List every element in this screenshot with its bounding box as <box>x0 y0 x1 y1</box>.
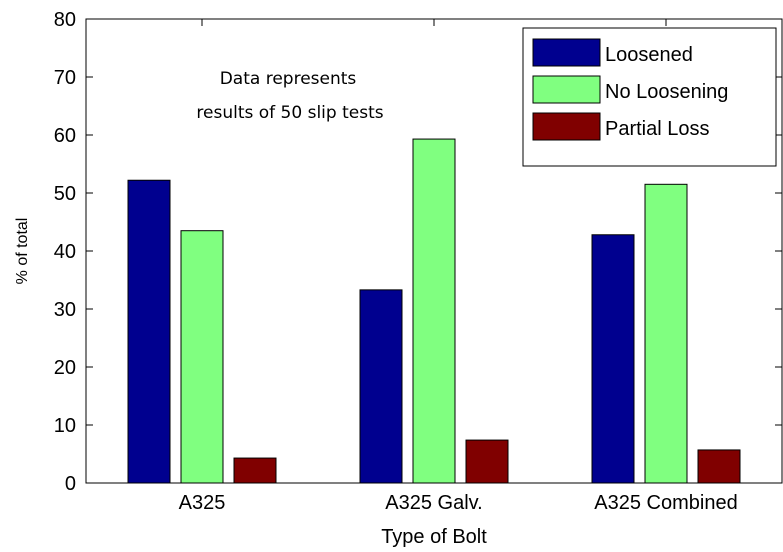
legend-label: No Loosening <box>605 81 728 103</box>
bar-loosened <box>591 234 635 484</box>
bar-loosened <box>359 289 403 484</box>
bars <box>127 138 741 484</box>
x-axis-label: Type of Bolt <box>381 526 487 548</box>
bar-partial-loss <box>465 439 509 484</box>
legend: Loosened No Loosening Partial Loss <box>522 27 777 167</box>
legend-swatch <box>532 38 601 67</box>
y-axis-label: % of total <box>14 218 31 285</box>
y-axis: 0 10 20 30 40 50 60 70 80 <box>54 9 782 495</box>
legend-swatch <box>532 75 601 104</box>
y-tick-label: 30 <box>54 299 76 321</box>
bar-no-loosening <box>644 183 688 484</box>
x-tick-label: A325 <box>179 492 226 514</box>
bar-loosened <box>127 179 171 484</box>
bar-no-loosening <box>180 230 224 484</box>
y-tick-label: 40 <box>54 241 76 263</box>
y-tick-label: 80 <box>54 9 76 31</box>
x-tick-label: A325 Galv. <box>385 492 482 514</box>
legend-swatch <box>532 112 601 141</box>
y-tick-label: 20 <box>54 357 76 379</box>
y-tick-label: 60 <box>54 125 76 147</box>
legend-label: Partial Loss <box>605 118 710 140</box>
annotation-line-1: Data represents <box>220 69 357 89</box>
y-tick-label: 10 <box>54 415 76 437</box>
legend-label: Loosened <box>605 44 693 66</box>
x-tick-label: A325 Combined <box>594 492 737 514</box>
y-tick-label: 50 <box>54 183 76 205</box>
y-tick-label: 70 <box>54 67 76 89</box>
annotation-line-2: results of 50 slip tests <box>196 103 383 123</box>
x-axis: A325 A325 Galv. A325 Combined <box>179 19 738 514</box>
bar-partial-loss <box>697 449 741 484</box>
bar-no-loosening <box>412 138 456 484</box>
y-tick-label: 0 <box>65 473 76 495</box>
bar-partial-loss <box>233 457 277 484</box>
